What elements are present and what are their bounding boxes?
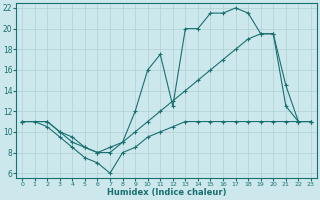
X-axis label: Humidex (Indice chaleur): Humidex (Indice chaleur) xyxy=(107,188,226,197)
